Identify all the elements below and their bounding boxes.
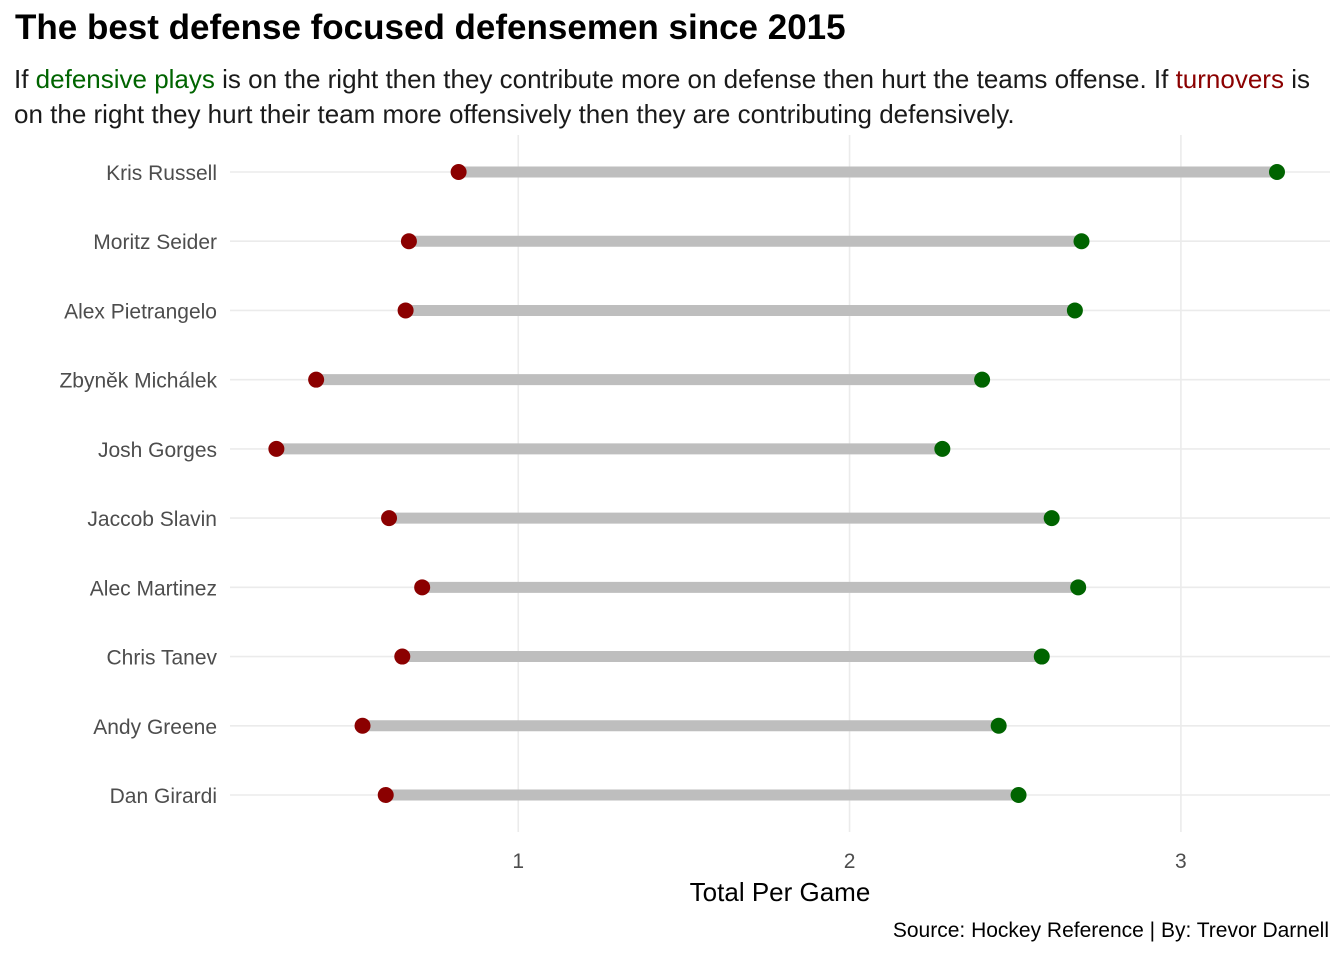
chart-title: The best defense focused defensemen sinc…	[15, 8, 846, 47]
y-tick-label: Chris Tanev	[107, 647, 218, 670]
defensive-plays-point	[1073, 233, 1090, 250]
turnovers-point	[394, 648, 411, 665]
turnovers-point	[400, 233, 417, 250]
turnovers-point	[268, 440, 285, 457]
turnovers-point	[414, 579, 431, 596]
defensive-plays-point	[974, 371, 991, 388]
subtitle-text-1: If	[14, 64, 36, 94]
turnovers-point	[450, 164, 467, 180]
defensive-plays-point	[1268, 164, 1285, 180]
y-tick-label: Zbyněk Michálek	[59, 370, 217, 393]
defensive-plays-point	[1070, 579, 1087, 596]
turnovers-point	[381, 510, 398, 527]
x-axis-title: Total Per Game	[690, 877, 871, 907]
x-tick-label: 2	[844, 850, 856, 873]
y-tick-label: Kris Russell	[106, 162, 217, 185]
segment-layer	[276, 166, 1277, 801]
y-tick-label: Alex Pietrangelo	[64, 300, 217, 323]
y-tick-label: Moritz Seider	[93, 231, 217, 254]
defensive-plays-point	[934, 440, 951, 457]
subtitle-text-2: is on the right then they contribute mor…	[214, 64, 1176, 94]
x-tick-label: 1	[512, 850, 524, 873]
y-tick-label: Jaccob Slavin	[87, 508, 217, 531]
subtitle-text-3: is on the right they hurt their team mor…	[14, 64, 1310, 129]
defensive-plays-point	[990, 717, 1007, 734]
x-tick-label: 3	[1175, 850, 1187, 873]
defensive-plays-point	[1066, 302, 1083, 319]
subtitle-defensive-plays-highlight: defensive plays	[35, 64, 215, 94]
label-layer: 1 2 3 Kris Russell Moritz Seider Alex Pietran…	[59, 162, 1186, 873]
turnovers-point	[397, 302, 414, 319]
y-tick-label: Josh Gorges	[98, 439, 217, 462]
subtitle-turnovers-highlight: turnovers	[1175, 64, 1284, 94]
defensive-plays-point	[1033, 648, 1050, 665]
chart-caption: Source: Hockey Reference | By: Trevor Da…	[892, 919, 1329, 942]
y-tick-label: Andy Greene	[93, 716, 217, 739]
turnovers-point	[377, 787, 394, 803]
defensive-plays-point	[1010, 787, 1027, 803]
turnovers-point	[308, 371, 325, 388]
turnovers-point	[354, 717, 371, 734]
point-layer	[268, 164, 1285, 803]
defensive-plays-point	[1043, 510, 1060, 527]
y-tick-label: Dan Girardi	[110, 785, 217, 808]
y-tick-label: Alec Martinez	[90, 577, 217, 600]
chart-subtitle: If defensive plays is on the right then …	[14, 62, 1334, 132]
